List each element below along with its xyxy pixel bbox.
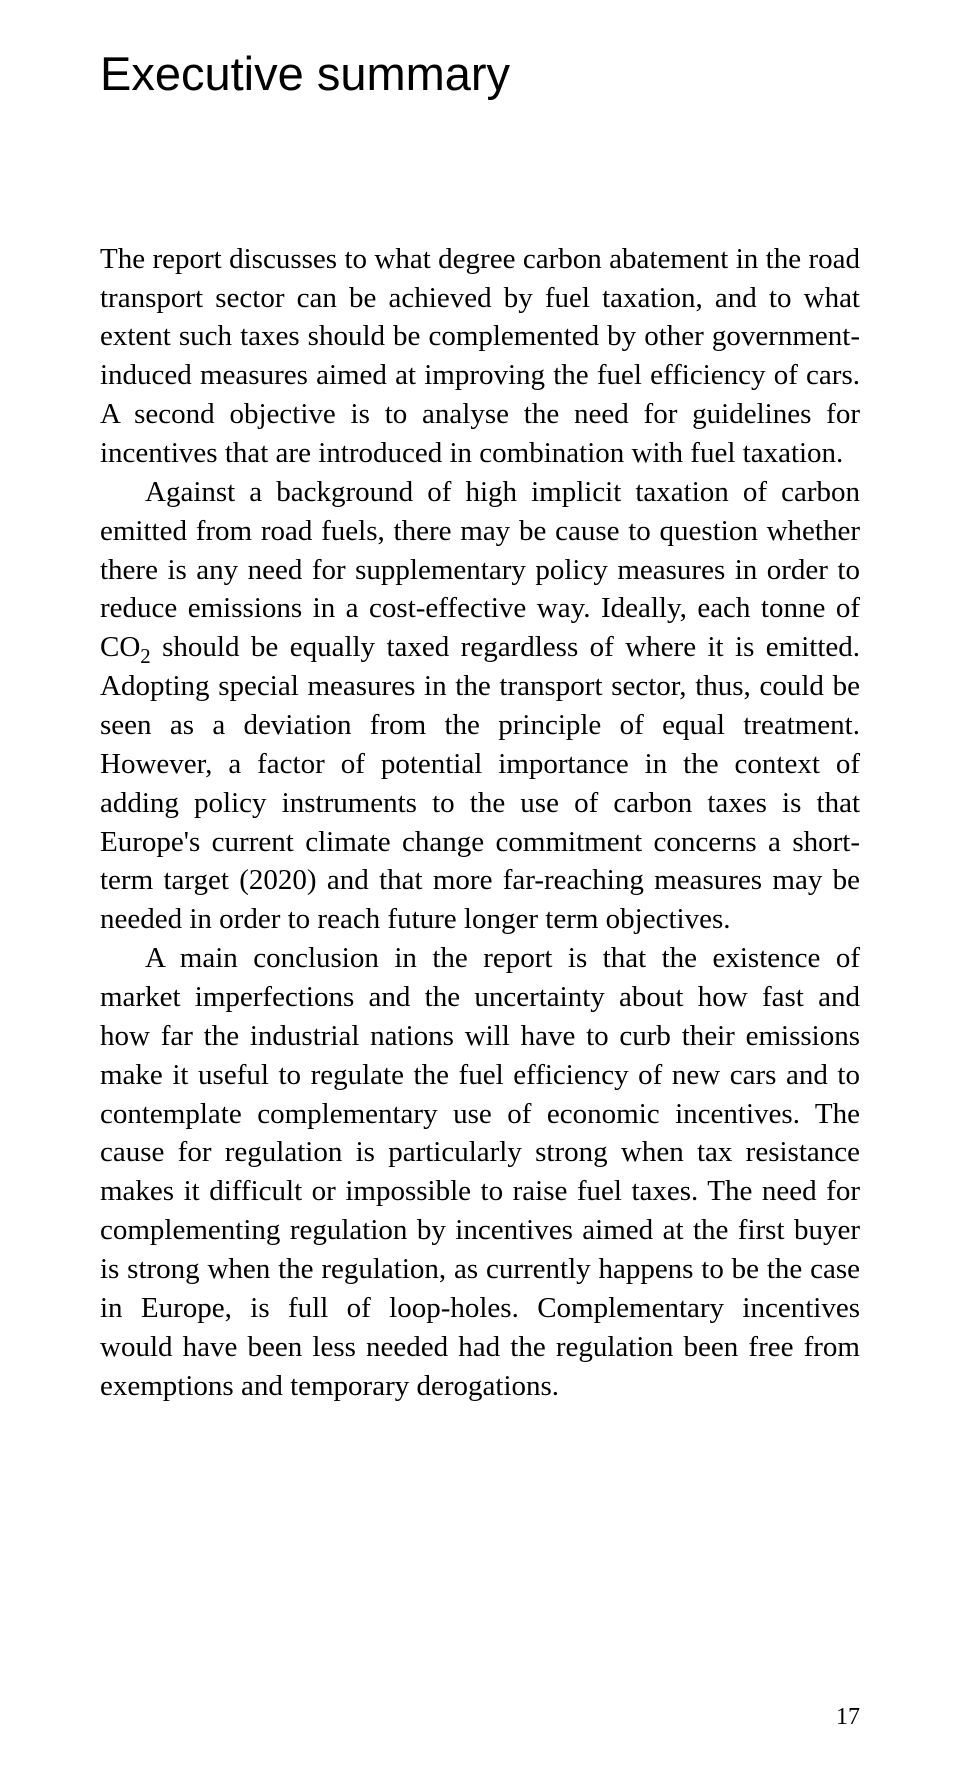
paragraph-2: Against a background of high implicit ta… [100, 473, 860, 939]
paragraph-1: The report discusses to what degree carb… [100, 240, 860, 473]
page-container: Executive summary The report discusses t… [0, 0, 960, 1767]
paragraph-3: A main conclusion in the report is that … [100, 939, 860, 1405]
page-number: 17 [836, 1704, 860, 1731]
co2-subscript: 2 [140, 644, 150, 668]
paragraph-2-part-b: should be equally taxed regardless of wh… [100, 631, 860, 935]
page-title: Executive summary [100, 48, 860, 100]
